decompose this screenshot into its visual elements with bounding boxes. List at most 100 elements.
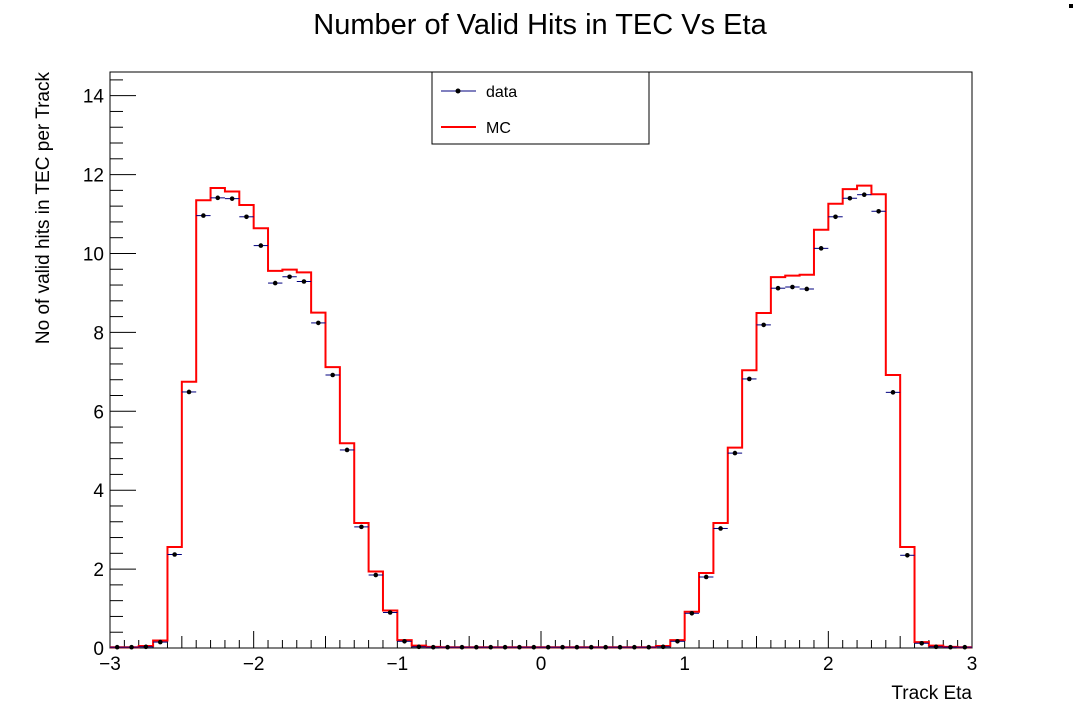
data-point (541, 644, 556, 650)
data-point-marker (244, 214, 249, 220)
data-point (311, 320, 326, 326)
data-point (612, 644, 628, 650)
data-point (641, 644, 656, 650)
data-point-marker (474, 644, 479, 650)
data-point (382, 610, 398, 615)
data-point-marker (876, 208, 881, 214)
data-point (871, 208, 886, 214)
data-point-marker (905, 552, 910, 558)
data-point-marker (517, 644, 522, 650)
data-point (440, 644, 455, 650)
data-point-marker (531, 644, 537, 650)
x-tick-label: −3 (99, 654, 121, 675)
y-axis: 0 2 4 6 8 10 12 14 (83, 79, 136, 660)
x-axis-label: Track Eta (891, 683, 972, 704)
data-point-marker (143, 644, 149, 650)
data-point-marker (632, 644, 637, 650)
data-point (885, 390, 901, 395)
data-point-marker (747, 376, 752, 382)
corner-marker (1069, 4, 1073, 8)
y-tick-label: 14 (83, 87, 105, 108)
data-point-marker (201, 213, 206, 218)
data-point (857, 192, 872, 197)
data-point-marker (660, 644, 666, 650)
x-tick-label: 0 (536, 654, 547, 675)
data-point (655, 644, 671, 650)
data-point-marker (114, 644, 120, 650)
data-point-marker (933, 644, 939, 650)
legend-box (431, 71, 650, 145)
data-point (426, 644, 441, 650)
data-point-marker (229, 196, 235, 201)
series-layer (110, 184, 972, 650)
data-point-marker (157, 639, 163, 645)
data-point (153, 639, 168, 645)
data-point (397, 638, 412, 644)
data-point-marker (330, 372, 335, 378)
data-point (742, 376, 757, 382)
data-point (569, 644, 585, 650)
data-point-marker (703, 574, 709, 580)
data-point-marker (732, 450, 738, 456)
data-point-marker (545, 644, 551, 650)
data-point-marker (948, 644, 953, 650)
data-point (799, 286, 814, 292)
plot-frame (109, 71, 973, 649)
data-point (713, 526, 728, 531)
data-point-marker (186, 389, 192, 395)
x-tick-label: 1 (679, 654, 690, 675)
data-point-marker (215, 195, 221, 201)
data-point (296, 279, 312, 284)
data-point (196, 213, 211, 218)
y-tick-label: 4 (93, 481, 104, 502)
data-point-marker (129, 644, 134, 650)
data-point-marker (689, 610, 695, 616)
data-point (110, 644, 125, 650)
y-tick-label: 12 (83, 166, 104, 187)
data-point (339, 447, 355, 453)
legend-data-label: data (486, 84, 517, 101)
data-point-marker (560, 644, 565, 650)
data-point-marker (416, 644, 422, 650)
data-point (454, 644, 470, 650)
data-point (684, 610, 700, 616)
data-point-marker (646, 644, 652, 650)
data-point-marker (919, 640, 925, 646)
data-point-marker (172, 552, 177, 557)
data-point-marker (287, 274, 292, 280)
y-tick-label: 8 (93, 323, 104, 344)
y-tick-label: 2 (93, 560, 104, 581)
data-point-marker (387, 610, 393, 615)
data-point (828, 214, 843, 220)
data-point-marker (790, 284, 795, 290)
data-point (239, 214, 254, 220)
data-point-marker (502, 644, 508, 650)
data-point (224, 196, 240, 201)
data-point (124, 644, 139, 650)
data-point (943, 644, 958, 650)
data-point-marker (818, 246, 824, 251)
x-axis: −3 −2 −1 0 1 2 3 (99, 631, 977, 675)
y-axis-label: No of valid hits in TEC per Track (33, 72, 54, 345)
data-point (253, 243, 269, 248)
x-tick-label: 3 (967, 654, 978, 675)
data-point-marker (833, 214, 838, 220)
data-point-marker (804, 286, 810, 292)
data-point (181, 389, 197, 395)
data-point (627, 644, 642, 650)
data-point (512, 644, 527, 650)
data-point (210, 195, 225, 201)
data-point (497, 644, 513, 650)
data-point (756, 322, 771, 328)
data-point (928, 644, 944, 650)
data-point (770, 285, 786, 291)
y-tick-label: 6 (93, 402, 104, 423)
data-point (368, 572, 383, 578)
data-point-marker (847, 195, 853, 201)
data-point (914, 640, 929, 646)
data-point-marker (675, 638, 680, 644)
data-point-marker (272, 280, 278, 286)
legend-entry-data: data (441, 84, 517, 101)
legend-data-marker (455, 88, 461, 94)
